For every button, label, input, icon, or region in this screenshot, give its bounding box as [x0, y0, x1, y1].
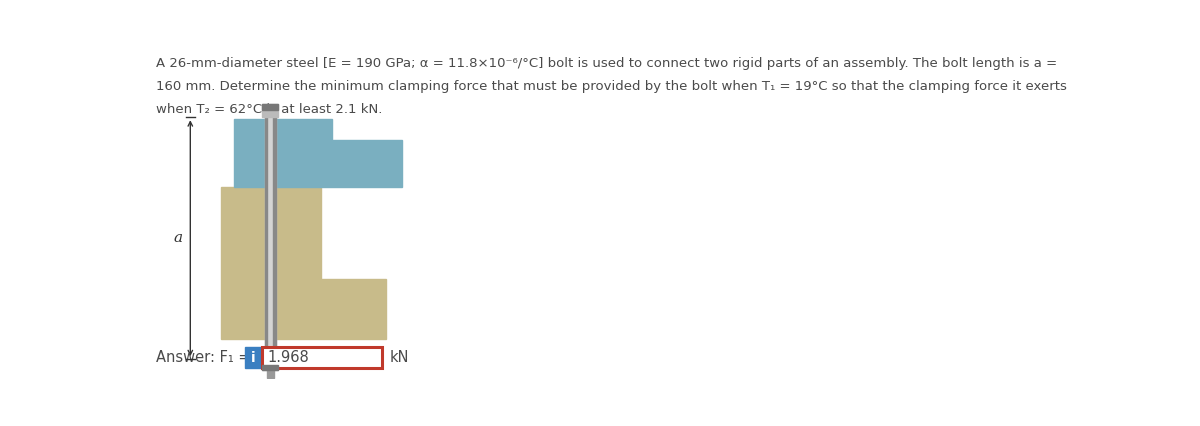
- Bar: [265, 117, 266, 359]
- Bar: [263, 359, 278, 370]
- Bar: [274, 117, 276, 359]
- Text: A 26-mm-diameter steel [E = 190 GPa; α = 11.8×10⁻⁶/°C] bolt is used to connect t: A 26-mm-diameter steel [E = 190 GPa; α =…: [156, 57, 1057, 70]
- Polygon shape: [221, 187, 386, 339]
- Bar: [266, 370, 274, 377]
- FancyBboxPatch shape: [245, 347, 262, 368]
- FancyBboxPatch shape: [262, 347, 382, 368]
- Bar: [263, 104, 278, 117]
- Text: kN: kN: [390, 350, 409, 365]
- Text: Answer: F₁ =: Answer: F₁ =: [156, 350, 251, 365]
- Text: when T₂ = 62°C is at least 2.1 kN.: when T₂ = 62°C is at least 2.1 kN.: [156, 104, 383, 116]
- Text: i: i: [251, 351, 256, 365]
- Text: 160 mm. Determine the minimum clamping force that must be provided by the bolt w: 160 mm. Determine the minimum clamping f…: [156, 81, 1067, 93]
- Text: a: a: [174, 231, 182, 245]
- Bar: [265, 117, 276, 359]
- Bar: [263, 104, 278, 110]
- Text: 1.968: 1.968: [268, 350, 310, 365]
- Polygon shape: [234, 119, 402, 187]
- Bar: [263, 365, 278, 370]
